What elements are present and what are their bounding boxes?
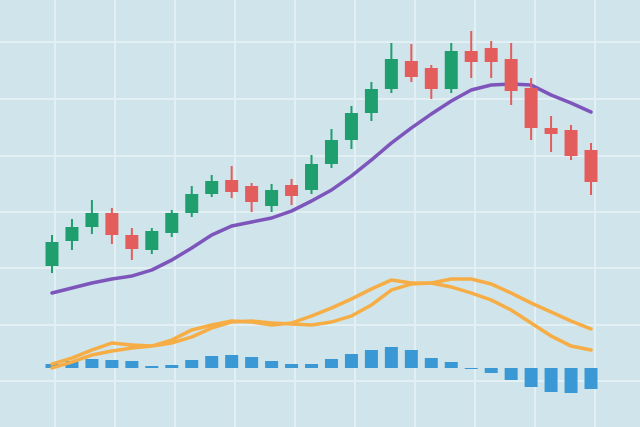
histogram-bar [424,358,438,368]
histogram-bar [324,359,338,368]
candle-body [484,48,498,62]
histogram-bar [145,366,159,368]
histogram-bar [185,360,199,368]
candle-body [464,51,478,62]
histogram-bar [404,350,418,368]
candle-body [305,164,319,190]
histogram-bar [105,360,119,368]
histogram-bar [384,347,398,368]
histogram-bar [125,361,139,368]
candle-body [85,213,99,227]
candle-body [185,194,199,213]
candle-body [285,185,299,196]
candle-body [324,140,338,164]
candle-body [504,59,518,91]
histogram-bar [225,355,239,368]
histogram-bar [245,357,259,368]
candle-body [45,242,59,266]
histogram-bar [564,368,578,393]
series-line [50,277,593,370]
candle-body [145,231,159,250]
candle-body [225,180,239,192]
candle-body [564,130,578,156]
candle-body [384,59,398,89]
histogram-bar [544,368,558,392]
histogram-bar [524,368,538,387]
histogram-bar [85,359,99,368]
histogram-bar [464,368,478,369]
candle-body [424,68,438,89]
histogram-bar [305,364,319,368]
histogram-bar [265,361,279,368]
candle-body [524,88,538,128]
candle-body [544,128,558,134]
histogram-bar [285,364,299,368]
histogram-bar [444,362,458,368]
candle-body [265,190,279,206]
histogram-bar [504,368,518,380]
candle-body [404,61,418,77]
candle-body [205,181,219,194]
histogram-bar [45,364,59,368]
histogram-bar [364,350,378,368]
histogram-bar [205,356,219,368]
candle-body [125,235,139,249]
histogram-bar [65,361,79,368]
series-line [50,82,593,295]
candle-body [584,150,598,182]
candle-body [364,89,378,113]
histogram-bar [584,368,598,389]
candle-body [105,213,119,235]
candle-body [344,113,358,140]
candle-body [165,213,179,233]
histogram-bar [484,368,498,373]
candle-body [245,186,259,202]
histogram-bar [344,354,358,368]
candle-body [444,51,458,89]
candle-body [65,227,79,241]
histogram-bar [165,365,179,368]
